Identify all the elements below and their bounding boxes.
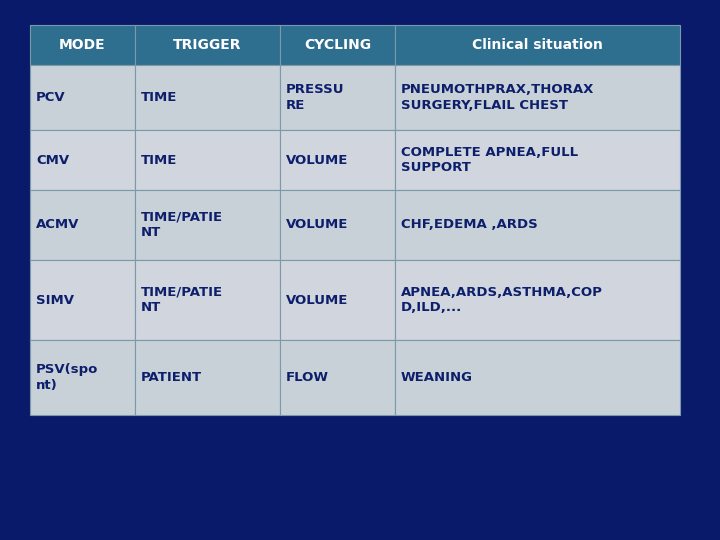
Bar <box>135 65 280 130</box>
Text: TIME: TIME <box>141 91 177 104</box>
Text: PNEUMOTHPRAX,THORAX
SURGERY,FLAIL CHEST: PNEUMOTHPRAX,THORAX SURGERY,FLAIL CHEST <box>401 83 595 112</box>
Text: TIME/PATIE
NT: TIME/PATIE NT <box>141 211 223 239</box>
Bar <box>30 340 135 415</box>
Bar <box>280 65 395 130</box>
Text: PATIENT: PATIENT <box>141 371 202 384</box>
Text: ACMV: ACMV <box>36 219 79 232</box>
Bar <box>395 65 680 130</box>
Bar <box>280 25 395 65</box>
Text: TIME/PATIE
NT: TIME/PATIE NT <box>141 286 223 314</box>
Text: SIMV: SIMV <box>36 294 74 307</box>
Bar <box>280 130 395 190</box>
Text: TIME: TIME <box>141 153 177 166</box>
Bar <box>30 65 135 130</box>
Bar <box>395 190 680 260</box>
Bar <box>135 340 280 415</box>
Bar <box>135 130 280 190</box>
Text: VOLUME: VOLUME <box>286 153 348 166</box>
Bar <box>135 25 280 65</box>
Text: Clinical situation: Clinical situation <box>472 38 603 52</box>
Bar <box>30 25 135 65</box>
Bar <box>135 260 280 340</box>
Text: CHF,EDEMA ,ARDS: CHF,EDEMA ,ARDS <box>401 219 538 232</box>
Text: VOLUME: VOLUME <box>286 219 348 232</box>
Bar <box>30 260 135 340</box>
Bar <box>30 130 135 190</box>
Text: WEANING: WEANING <box>401 371 473 384</box>
Bar <box>280 260 395 340</box>
Text: PRESSU
RE: PRESSU RE <box>286 83 344 112</box>
Text: VOLUME: VOLUME <box>286 294 348 307</box>
Text: FLOW: FLOW <box>286 371 329 384</box>
Text: CMV: CMV <box>36 153 69 166</box>
Text: APNEA,ARDS,ASTHMA,COP
D,ILD,...: APNEA,ARDS,ASTHMA,COP D,ILD,... <box>401 286 603 314</box>
Text: CYCLING: CYCLING <box>304 38 371 52</box>
Bar <box>280 190 395 260</box>
Bar <box>395 25 680 65</box>
Text: PCV: PCV <box>36 91 66 104</box>
Text: TRIGGER: TRIGGER <box>174 38 242 52</box>
Bar <box>395 130 680 190</box>
Bar <box>280 340 395 415</box>
Bar <box>135 190 280 260</box>
Text: COMPLETE APNEA,FULL
SUPPORT: COMPLETE APNEA,FULL SUPPORT <box>401 146 578 174</box>
Text: MODE: MODE <box>59 38 106 52</box>
Text: PSV(spo
nt): PSV(spo nt) <box>36 363 99 392</box>
Bar <box>30 190 135 260</box>
Bar <box>395 260 680 340</box>
Bar <box>395 340 680 415</box>
